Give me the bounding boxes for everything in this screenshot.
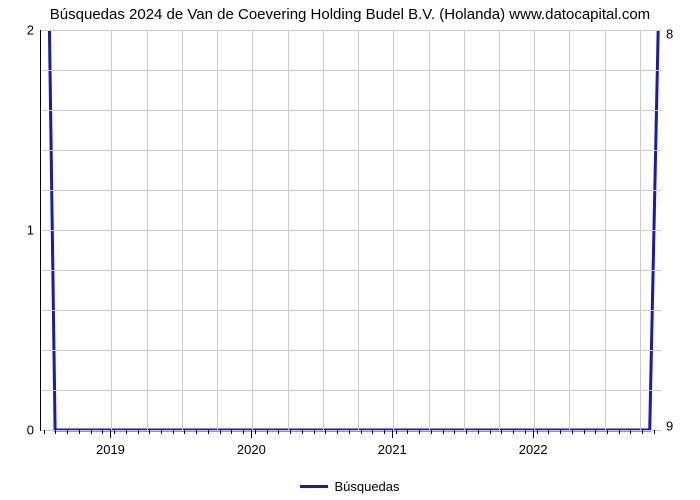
gridline-vertical [393, 30, 394, 430]
x-tick-minor [478, 430, 479, 434]
x-tick-minor [642, 430, 643, 434]
x-tick-minor [454, 430, 455, 434]
x-tick-minor [44, 430, 45, 434]
gridline-horizontal [41, 190, 661, 191]
x-tick-minor [149, 430, 150, 434]
x-tick-minor [384, 430, 385, 434]
gridline-vertical-minor [358, 30, 359, 430]
x-tick-minor [361, 430, 362, 434]
gridline-horizontal [41, 430, 661, 431]
gridline-horizontal [41, 270, 661, 271]
gridline-vertical-minor [464, 30, 465, 430]
gridline-vertical [252, 30, 253, 430]
gridline-horizontal [41, 350, 661, 351]
x-tick-minor [337, 430, 338, 434]
x-tick-major [251, 430, 252, 438]
gridline-vertical-minor [182, 30, 183, 430]
x-tick-minor [314, 430, 315, 434]
legend-swatch [300, 485, 328, 488]
x-tick-minor [102, 430, 103, 434]
legend: Búsquedas [0, 478, 700, 494]
x-tick-minor [431, 430, 432, 434]
x-tick-minor [184, 430, 185, 434]
x-axis-label: 2022 [519, 442, 548, 457]
y-axis-label: 1 [18, 223, 34, 238]
gridline-vertical-minor [569, 30, 570, 430]
x-tick-minor [208, 430, 209, 434]
y2-axis-label: 9 [666, 419, 673, 434]
y2-axis-label: 8 [666, 27, 673, 42]
y-axis-label: 0 [18, 423, 34, 438]
x-tick-minor [466, 430, 467, 434]
x-tick-minor [267, 430, 268, 434]
x-tick-minor [55, 430, 56, 434]
gridline-vertical-minor [499, 30, 500, 430]
x-tick-minor [654, 430, 655, 434]
gridline-horizontal [41, 310, 661, 311]
x-axis-label: 2021 [378, 442, 407, 457]
x-tick-minor [501, 430, 502, 434]
x-tick-major [533, 430, 534, 438]
x-tick-minor [595, 430, 596, 434]
x-tick-minor [443, 430, 444, 434]
gridline-horizontal [41, 150, 661, 151]
gridline-vertical-minor [429, 30, 430, 430]
x-tick-minor [161, 430, 162, 434]
y-axis-label: 2 [18, 23, 34, 38]
x-tick-minor [220, 430, 221, 434]
gridline-horizontal [41, 110, 661, 111]
x-tick-minor [619, 430, 620, 434]
x-tick-minor [490, 430, 491, 434]
x-tick-minor [607, 430, 608, 434]
x-tick-minor [278, 430, 279, 434]
x-tick-minor [290, 430, 291, 434]
x-tick-minor [138, 430, 139, 434]
x-tick-minor [630, 430, 631, 434]
x-tick-minor [126, 430, 127, 434]
x-tick-minor [537, 430, 538, 434]
x-tick-minor [419, 430, 420, 434]
gridline-horizontal [41, 70, 661, 71]
x-tick-minor [79, 430, 80, 434]
x-tick-minor [231, 430, 232, 434]
x-tick-minor [407, 430, 408, 434]
x-tick-minor [525, 430, 526, 434]
x-axis-label: 2020 [237, 442, 266, 457]
x-tick-minor [91, 430, 92, 434]
gridline-horizontal [41, 390, 661, 391]
x-tick-minor [173, 430, 174, 434]
x-tick-minor [584, 430, 585, 434]
gridline-vertical-minor [288, 30, 289, 430]
x-tick-minor [396, 430, 397, 434]
x-tick-minor [302, 430, 303, 434]
gridline-vertical-minor [323, 30, 324, 430]
legend-label: Búsquedas [334, 479, 399, 494]
x-tick-minor [114, 430, 115, 434]
x-tick-major [392, 430, 393, 438]
x-tick-minor [560, 430, 561, 434]
gridline-vertical-minor [147, 30, 148, 430]
x-tick-minor [325, 430, 326, 434]
gridline-vertical-minor [217, 30, 218, 430]
x-tick-minor [372, 430, 373, 434]
x-axis-label: 2019 [96, 442, 125, 457]
gridline-horizontal [41, 30, 661, 31]
gridline-vertical-minor [605, 30, 606, 430]
x-tick-minor [67, 430, 68, 434]
x-tick-minor [349, 430, 350, 434]
x-tick-minor [548, 430, 549, 434]
gridline-vertical [111, 30, 112, 430]
x-tick-minor [255, 430, 256, 434]
gridline-vertical [534, 30, 535, 430]
gridline-vertical-minor [640, 30, 641, 430]
chart-title: Búsquedas 2024 de Van de Coevering Holdi… [0, 6, 700, 23]
plot-area [40, 30, 661, 431]
x-tick-minor [572, 430, 573, 434]
x-tick-minor [513, 430, 514, 434]
x-tick-major [110, 430, 111, 438]
x-tick-minor [196, 430, 197, 434]
x-tick-minor [243, 430, 244, 434]
gridline-horizontal [41, 230, 661, 231]
